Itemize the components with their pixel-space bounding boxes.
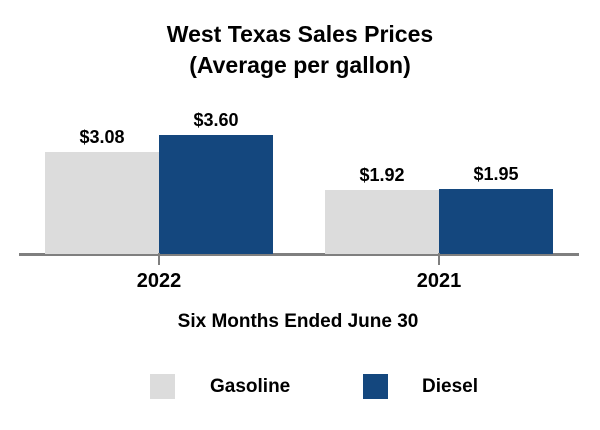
value-label-gasoline-2021: $1.92	[359, 165, 405, 185]
category-label-2021: 2021	[416, 270, 462, 292]
legend-label-diesel: Diesel	[422, 376, 478, 397]
bar-gasoline-2022	[45, 152, 159, 254]
chart-title-line2: (Average per gallon)	[189, 52, 411, 78]
value-label-diesel-2021: $1.95	[473, 164, 519, 184]
bar-diesel-2022	[159, 135, 273, 254]
legend-swatch-diesel	[363, 374, 388, 399]
x-axis-tick-2021	[438, 253, 440, 265]
value-label-diesel-2022: $3.60	[193, 110, 239, 130]
x-axis-line	[19, 253, 579, 256]
bar-gasoline-2021	[325, 190, 439, 254]
value-label-gasoline-2022: $3.08	[79, 127, 125, 147]
bar-diesel-2021	[439, 189, 553, 254]
legend-label-gasoline: Gasoline	[210, 376, 291, 397]
category-label-2022: 2022	[136, 270, 182, 292]
chart-title: West Texas Sales Prices (Average per gal…	[0, 19, 600, 81]
x-axis-tick-2022	[158, 253, 160, 265]
chart-title-line1: West Texas Sales Prices	[166, 21, 434, 47]
legend-swatch-gasoline	[150, 374, 175, 399]
x-axis-title: Six Months Ended June 30	[177, 311, 419, 332]
